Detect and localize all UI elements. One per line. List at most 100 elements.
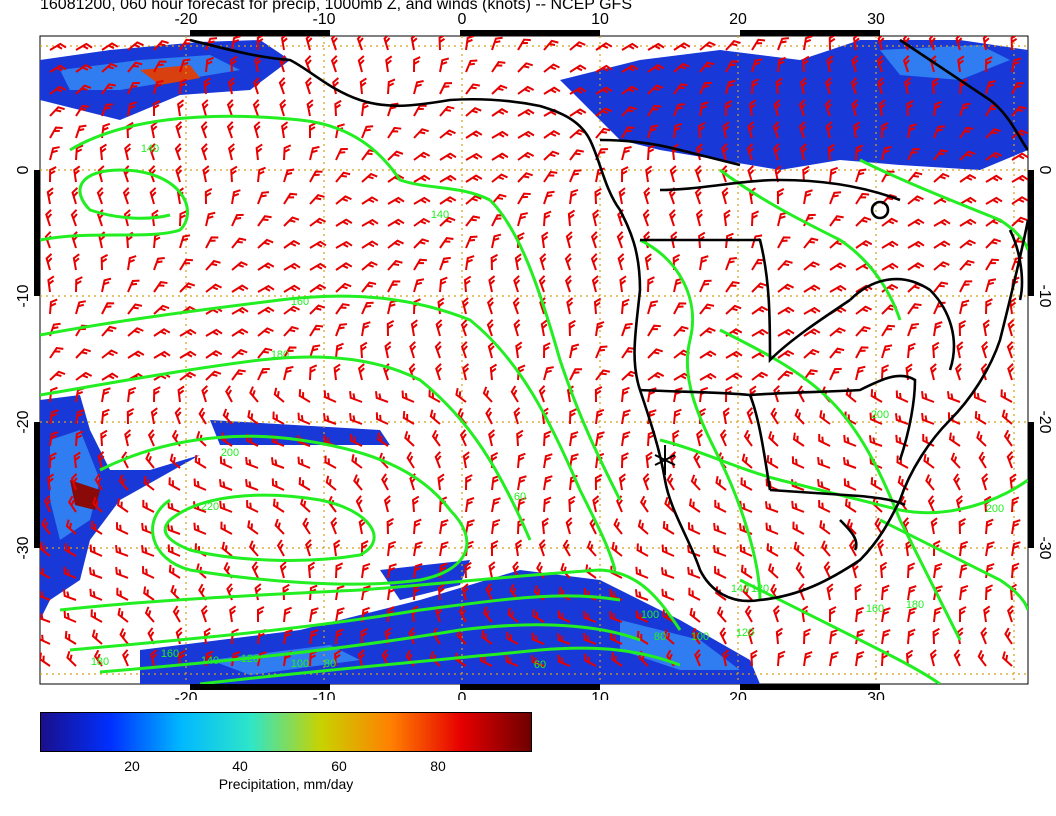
wind-barb [219,479,233,491]
wind-barb [569,453,579,469]
wind-barb [283,239,301,249]
wind-barb [855,216,872,227]
wind-barb [126,408,135,425]
wind-barb [647,84,664,95]
wind-barb [330,55,338,73]
wind-barb [283,262,301,271]
wind-barb [491,84,508,95]
contour-label: 60 [534,659,546,671]
wind-barb [253,121,261,139]
lat-tick-left: -30 [15,536,32,559]
wind-barb [127,41,144,51]
wind-barb [933,125,946,139]
wind-barb [72,253,80,271]
lon-tick-top: 20 [729,11,747,28]
wind-barb [361,281,377,293]
wind-barb [846,518,857,535]
wind-barb [100,253,109,271]
wind-barb [543,63,560,73]
wind-barb [907,562,916,579]
wind-barb [404,431,415,447]
wind-barb [40,611,51,623]
wind-barb [740,477,753,491]
wind-barb [742,584,753,601]
wind-barb [64,630,77,645]
wind-barb [958,517,967,535]
wind-barb [619,275,627,293]
wind-barb [959,239,976,249]
wind-barb [279,99,287,117]
wind-barb [543,453,553,469]
wind-barb [985,174,1003,183]
wind-barb [921,412,935,425]
wind-barb [881,629,891,645]
wind-barb [122,649,130,667]
wind-barb [595,408,605,425]
wind-barb [829,191,842,205]
wind-barb [595,127,611,139]
wind-barb [205,236,219,249]
wind-barb [647,348,664,359]
wind-barb [491,130,509,139]
wind-barb [387,280,401,293]
wind-barb [439,174,457,183]
wind-barb [981,473,989,491]
wind-barb [231,189,241,205]
wind-barb [491,152,509,161]
wind-barb [747,121,755,139]
wind-barb [402,411,415,425]
wind-barb [569,368,583,381]
lon-tick-bottom: 20 [729,690,747,700]
wind-barb [958,319,967,337]
wind-barb [1006,341,1014,359]
wind-barb [543,190,555,205]
wind-barb [957,55,965,73]
wind-barb [141,522,155,535]
wind-barb [198,583,207,601]
wind-barb [642,473,650,491]
wind-barb [514,253,522,271]
wind-barb [73,165,81,183]
contour-label: 160 [291,296,309,308]
wind-barb [172,605,181,623]
wind-barb [413,80,424,95]
wind-barb [505,654,519,667]
wind-barb [485,407,493,425]
wind-barb [49,42,67,51]
wind-barb [721,187,729,205]
contour-label: 120 [736,627,754,639]
wind-barb [569,169,582,183]
wind-barb [747,165,755,183]
contour-200 [99,434,469,586]
wind-barb [621,85,639,95]
wind-barb [1011,174,1028,183]
wind-barb [49,126,63,139]
wind-barb [488,429,496,447]
madagascar [1008,229,1024,301]
wind-barb [595,42,613,51]
wind-barb [774,165,782,183]
wind-barb [96,187,104,205]
wind-barb [569,149,584,161]
lon-tick-bottom: 10 [591,690,609,700]
wind-barb [75,409,85,425]
wind-barb [49,452,57,469]
lake-victoria [870,200,890,220]
wind-barb [152,100,161,117]
wind-barb [929,363,937,381]
wind-barb [694,649,702,667]
wind-barb [959,584,969,601]
wind-barb [282,583,290,601]
wind-barb [309,304,326,315]
wind-barb [333,363,341,381]
wind-barb [594,386,603,403]
wind-barb [49,409,59,425]
wind-barb [230,165,238,183]
wind-barb [959,259,975,271]
wind-barb [330,517,338,535]
wind-barb [70,209,78,227]
wind-barb [413,174,431,183]
wind-barb [283,192,298,205]
wind-barb [280,36,289,51]
